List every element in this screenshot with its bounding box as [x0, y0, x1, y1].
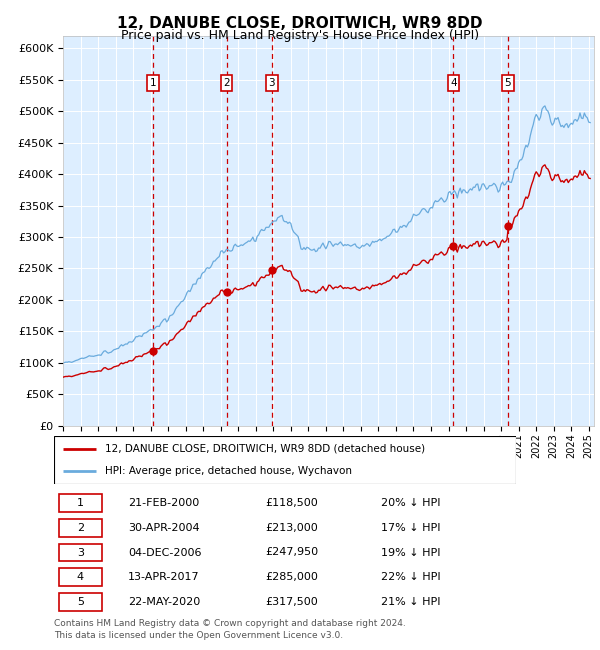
FancyBboxPatch shape — [59, 568, 101, 586]
Text: 2: 2 — [77, 523, 84, 533]
FancyBboxPatch shape — [59, 543, 101, 562]
Text: 19% ↓ HPI: 19% ↓ HPI — [382, 547, 441, 558]
Text: Contains HM Land Registry data © Crown copyright and database right 2024.: Contains HM Land Registry data © Crown c… — [54, 619, 406, 628]
Text: 22-MAY-2020: 22-MAY-2020 — [128, 597, 200, 607]
Text: 4: 4 — [450, 78, 457, 88]
Text: 1: 1 — [149, 78, 156, 88]
Text: 5: 5 — [505, 78, 511, 88]
Text: 21-FEB-2000: 21-FEB-2000 — [128, 498, 199, 508]
Text: 22% ↓ HPI: 22% ↓ HPI — [382, 572, 441, 582]
Text: 13-APR-2017: 13-APR-2017 — [128, 572, 200, 582]
Text: 4: 4 — [77, 572, 84, 582]
FancyBboxPatch shape — [59, 494, 101, 512]
Text: 12, DANUBE CLOSE, DROITWICH, WR9 8DD (detached house): 12, DANUBE CLOSE, DROITWICH, WR9 8DD (de… — [105, 444, 425, 454]
Text: 3: 3 — [269, 78, 275, 88]
FancyBboxPatch shape — [59, 593, 101, 611]
Text: 30-APR-2004: 30-APR-2004 — [128, 523, 200, 533]
Text: £118,500: £118,500 — [265, 498, 318, 508]
Text: 12, DANUBE CLOSE, DROITWICH, WR9 8DD: 12, DANUBE CLOSE, DROITWICH, WR9 8DD — [117, 16, 483, 31]
Text: £213,000: £213,000 — [265, 523, 318, 533]
Text: This data is licensed under the Open Government Licence v3.0.: This data is licensed under the Open Gov… — [54, 630, 343, 640]
Text: £285,000: £285,000 — [265, 572, 318, 582]
Text: 2: 2 — [223, 78, 230, 88]
FancyBboxPatch shape — [59, 519, 101, 537]
Text: £317,500: £317,500 — [265, 597, 318, 607]
Text: 17% ↓ HPI: 17% ↓ HPI — [382, 523, 441, 533]
Text: 20% ↓ HPI: 20% ↓ HPI — [382, 498, 441, 508]
Text: 21% ↓ HPI: 21% ↓ HPI — [382, 597, 441, 607]
FancyBboxPatch shape — [54, 436, 516, 484]
Text: Price paid vs. HM Land Registry's House Price Index (HPI): Price paid vs. HM Land Registry's House … — [121, 29, 479, 42]
Text: 04-DEC-2006: 04-DEC-2006 — [128, 547, 202, 558]
Text: 5: 5 — [77, 597, 84, 607]
Text: 1: 1 — [77, 498, 84, 508]
Text: £247,950: £247,950 — [265, 547, 319, 558]
Text: HPI: Average price, detached house, Wychavon: HPI: Average price, detached house, Wych… — [105, 466, 352, 476]
Text: 3: 3 — [77, 547, 84, 558]
